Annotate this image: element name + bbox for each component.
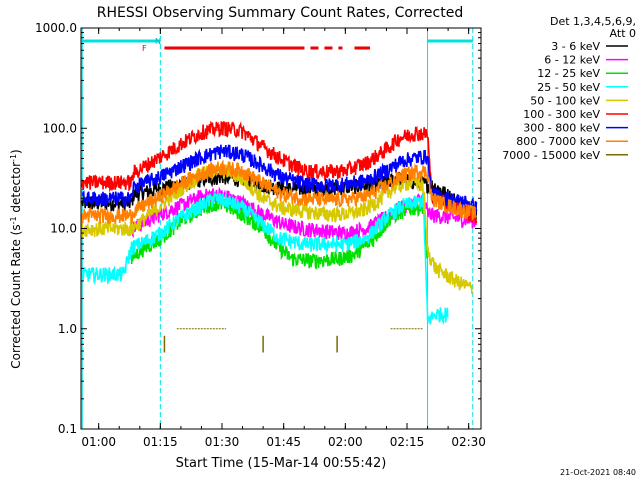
y-tick-label: 10.0 [50, 222, 77, 236]
footer-date: 21-Oct-2021 08:40 [560, 468, 636, 477]
legend-entry-label: 50 - 100 keV [530, 94, 600, 107]
legend-entry-label: 12 - 25 keV [537, 67, 600, 80]
x-tick-label: 01:00 [81, 435, 116, 449]
y-tick-label: 100.0 [43, 121, 77, 135]
series-line [81, 144, 478, 216]
series-7000-15000-kev [163, 328, 424, 353]
x-axis-label: Start Time (15-Mar-14 00:55:42) [176, 456, 387, 471]
axes-layer: 0.1 1.0 10.0 100.0 1000.0 01:00 01:15 01:30 01:4… [35, 21, 486, 449]
state-label-n: N [155, 37, 161, 46]
legend-entry-label: 3 - 6 keV [551, 40, 600, 53]
series-line [81, 190, 449, 325]
y-tick-label: 0.1 [58, 422, 77, 436]
x-tick-label: 02:15 [390, 435, 425, 449]
state-label-f: F [142, 44, 147, 53]
legend-entry-label: 7000 - 15000 keV [502, 149, 600, 162]
x-tick-label: 01:45 [266, 435, 301, 449]
legend-entry-label: 25 - 50 keV [537, 81, 600, 94]
legend-header: Att 0 [610, 27, 636, 40]
x-tick-label: 01:30 [205, 435, 240, 449]
series-50-100-kev [81, 163, 474, 295]
y-tick-label: 1.0 [58, 322, 77, 336]
legend-entry-label: 6 - 12 keV [544, 54, 600, 67]
series-line [81, 159, 477, 225]
data-layer: FN [81, 28, 478, 429]
y-tick-label: 1000.0 [35, 21, 77, 35]
series-100-300-kev [81, 120, 478, 224]
y-axis-label: Corrected Count Rate (s-1 detector-1) [9, 149, 24, 368]
series-line [81, 120, 478, 224]
series-800-7000-kev [81, 159, 477, 225]
series-line [81, 163, 474, 295]
chart-title: RHESSI Observing Summary Count Rates, Co… [97, 5, 463, 21]
legend-entry-label: 800 - 7000 keV [516, 135, 600, 148]
x-tick-label: 01:15 [143, 435, 178, 449]
series-300-800-kev [81, 144, 478, 216]
legend-entry-label: 300 - 800 keV [523, 122, 600, 135]
series-line [130, 186, 478, 243]
legend-header: Det 1,3,4,5,6,9, [550, 15, 636, 28]
series-6-12-kev [130, 186, 478, 243]
x-tick-label: 02:30 [451, 435, 486, 449]
x-tick-label: 02:00 [328, 435, 363, 449]
series-25-50-kev [81, 190, 449, 325]
legend-entry-label: 100 - 300 keV [523, 108, 600, 121]
